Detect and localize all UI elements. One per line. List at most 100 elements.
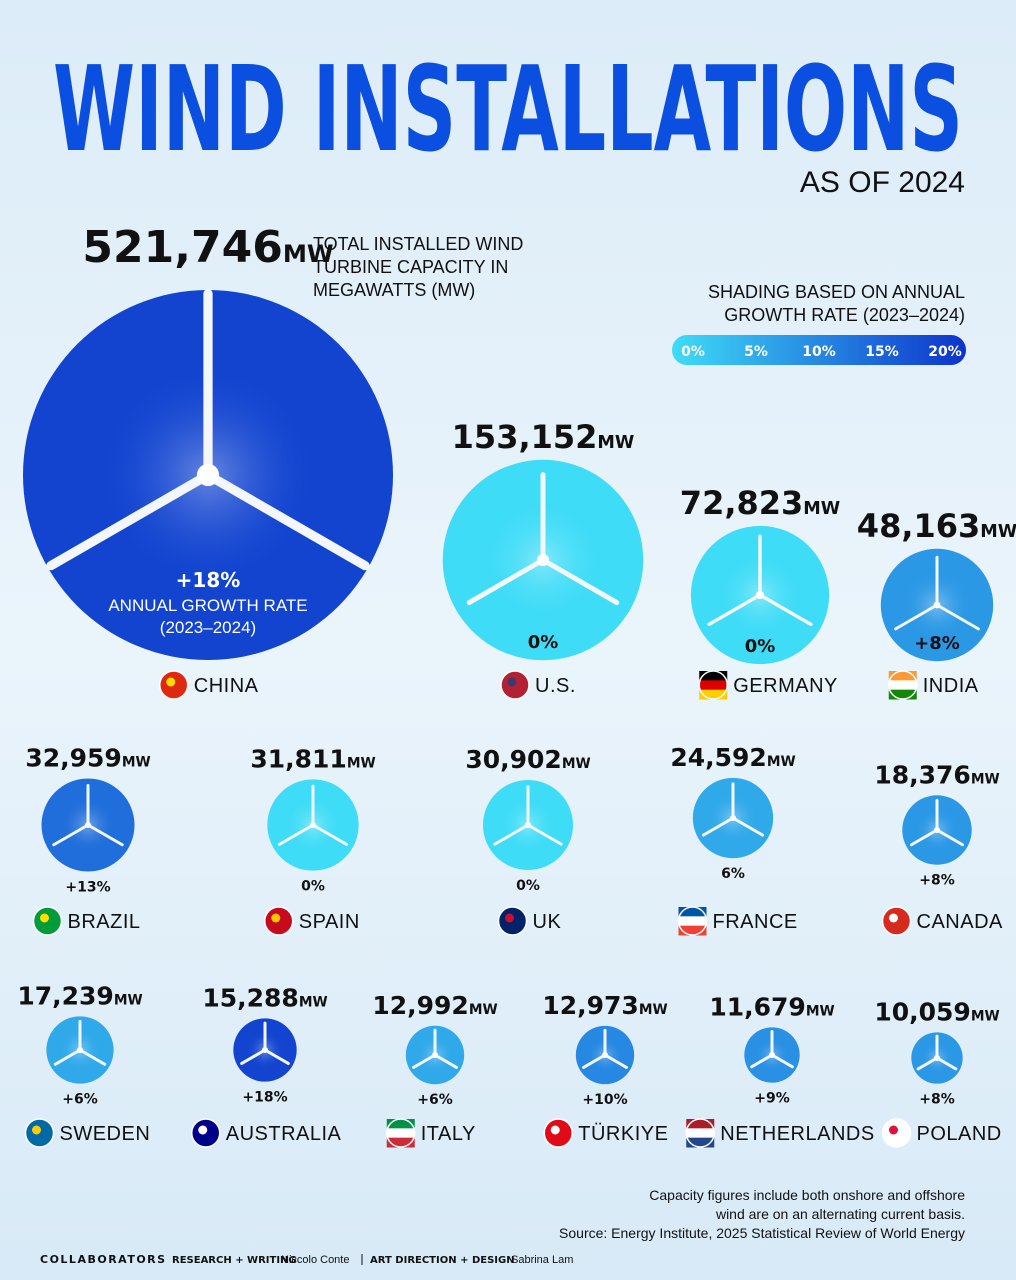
turbine-blade — [311, 823, 349, 846]
country-label: U.S. — [535, 675, 576, 697]
value-unit: MW — [971, 771, 1000, 787]
turbine-blade — [203, 470, 370, 571]
growth-label: +9% — [754, 1091, 790, 1107]
turbine-blade — [582, 1053, 607, 1069]
turbine-hub — [432, 1052, 438, 1058]
legend-tick-label: 10% — [802, 344, 836, 360]
turbine-blade — [935, 828, 965, 847]
growth-caption: (2023–2024) — [160, 618, 256, 637]
subtitle: AS OF 2024 — [800, 166, 965, 199]
value-label: 30,902MW — [465, 745, 590, 774]
value-number: 521,746 — [82, 222, 282, 273]
flag — [686, 1119, 715, 1148]
turbine-blade — [277, 823, 315, 846]
flag-emblem — [32, 1125, 41, 1135]
flag-stripe — [686, 1137, 715, 1148]
credit-role: ART DIRECTION + DESIGN — [370, 1255, 515, 1266]
country-label: ITALY — [421, 1123, 476, 1145]
country-label: SWEDEN — [60, 1123, 151, 1145]
growth-caption: ANNUAL GROWTH RATE — [108, 596, 307, 615]
value-number: 72,823 — [680, 484, 803, 522]
country-label: CANADA — [917, 911, 1004, 933]
growth-label: +13% — [65, 879, 110, 895]
note: Source: Energy Institute, 2025 Statistic… — [559, 1225, 965, 1241]
turbine-blade — [240, 1048, 267, 1065]
flag-stripe — [888, 680, 917, 691]
flag — [33, 907, 62, 935]
flag — [544, 1119, 573, 1147]
flag-emblem — [505, 913, 514, 923]
legend-tick-label: 5% — [744, 344, 768, 360]
flag-ring — [386, 1118, 416, 1148]
value-unit: MW — [469, 1002, 498, 1018]
value-number: 31,811 — [250, 744, 346, 773]
flag-ring — [191, 1118, 221, 1148]
turbine-blade — [894, 603, 939, 631]
turbine-blade — [935, 1056, 958, 1071]
turbine-blade — [526, 823, 563, 846]
turbine-blade — [433, 1053, 458, 1069]
flag-ring — [698, 670, 728, 700]
legend-tick-label: 20% — [928, 344, 962, 360]
turbine-blade — [909, 828, 939, 847]
turbine-blade — [935, 603, 980, 631]
flag — [191, 1119, 220, 1147]
value-unit: MW — [639, 1002, 668, 1018]
value-number: 153,152 — [452, 418, 598, 456]
value-unit: MW — [803, 499, 840, 519]
country-label: INDIA — [923, 675, 979, 697]
flag-ring — [500, 670, 530, 700]
value-label: 12,992MW — [372, 991, 497, 1020]
flag-ring — [881, 1118, 912, 1148]
turbine-hub — [196, 463, 220, 487]
value-number: 18,376 — [874, 760, 970, 789]
turbine-blade — [52, 823, 90, 847]
turbine-blade — [750, 1053, 774, 1069]
credit-role: RESEARCH + WRITING — [172, 1255, 297, 1266]
country-label: SPAIN — [299, 911, 360, 933]
turbine-blade — [916, 1056, 939, 1071]
turbine-blade — [263, 1048, 290, 1065]
flag — [888, 671, 917, 700]
flag — [699, 671, 728, 700]
color-legend-bar — [672, 335, 966, 365]
country-label: BRAZIL — [68, 911, 141, 933]
value-label: 11,679MW — [709, 992, 834, 1021]
flag-emblem — [550, 1125, 560, 1135]
flag-ring — [881, 906, 912, 936]
note: Capacity figures include both onshore an… — [649, 1187, 965, 1203]
flag — [159, 671, 188, 699]
flag-stripe — [678, 925, 707, 936]
flag — [882, 907, 911, 935]
flag — [386, 1119, 415, 1148]
flag-ring — [543, 1118, 573, 1148]
size-label: MEGAWATTS (MW) — [313, 280, 475, 300]
flag-ring — [24, 1118, 55, 1148]
growth-label: +10% — [582, 1092, 627, 1108]
flag-stripe — [699, 671, 728, 681]
flag-ring — [497, 906, 528, 936]
flag — [882, 1119, 911, 1147]
value-label: 10,059MW — [874, 997, 999, 1026]
flag-emblem — [889, 1125, 898, 1135]
flag-stripe — [888, 689, 917, 700]
turbine-hub — [310, 822, 316, 828]
flag-stripe — [686, 1119, 715, 1129]
legend-tick-label: 0% — [681, 344, 705, 360]
flag-emblem — [198, 1125, 208, 1135]
growth-label: 0% — [516, 878, 540, 894]
legend-title: SHADING BASED ON ANNUAL — [708, 282, 965, 302]
flag-stripe — [686, 1128, 715, 1139]
flag — [264, 907, 293, 935]
value-number: 12,973 — [542, 991, 638, 1020]
turbine-blade — [701, 816, 735, 837]
flag — [678, 907, 707, 936]
value-unit: MW — [971, 1008, 1000, 1024]
flag-ring — [677, 906, 708, 936]
size-label: TOTAL INSTALLED WIND — [313, 234, 523, 254]
value-unit: MW — [283, 240, 334, 268]
country-label: TÜRKIYE — [578, 1123, 668, 1145]
turbine-blade — [758, 593, 813, 627]
value-number: 48,163 — [857, 507, 980, 545]
